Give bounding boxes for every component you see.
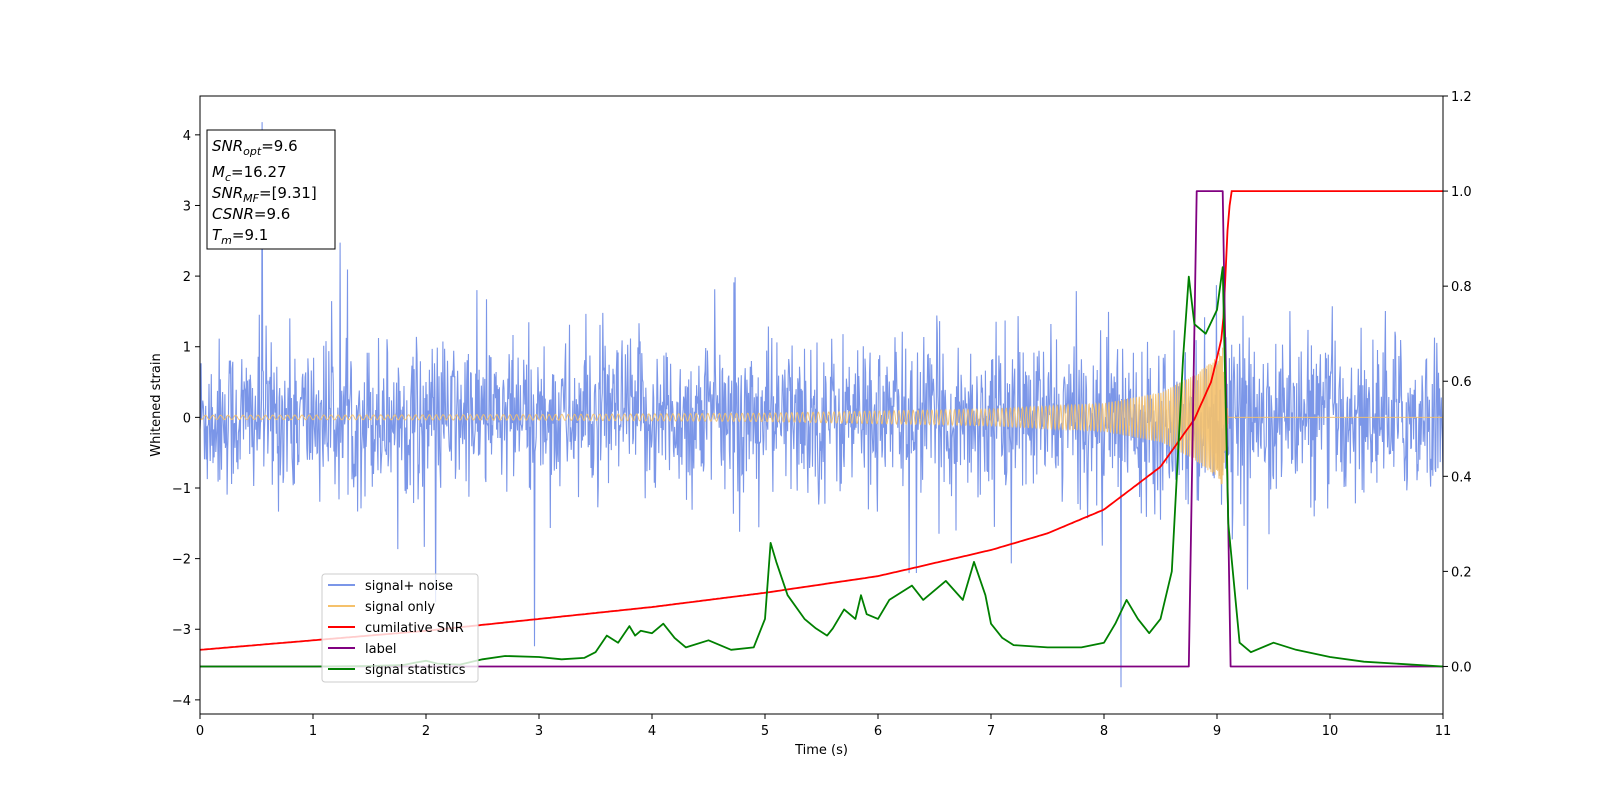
y-tick-label: 3 (183, 199, 191, 214)
info-box-frame (206, 129, 336, 250)
axis-ticks: 0 1 2 3 4 5 6 7 8 9 10 1143210−1−2−3−41.21.00.80.60… (172, 90, 1472, 739)
y2-tick-label: 0.2 (1451, 565, 1472, 580)
y-tick-label: 0 (183, 411, 191, 426)
legend: signal+ noise signal only cumilative SNR la… (321, 573, 479, 683)
x-tick-label: 7 (987, 724, 995, 739)
legend-label: cumilative SNR (365, 621, 464, 636)
x-tick-label: 9 (1213, 724, 1221, 739)
series-signal-only-line (200, 347, 1443, 485)
x-tick-label: 8 (1100, 724, 1108, 739)
legend-label: label (365, 642, 396, 657)
x-tick-label: 3 (535, 724, 543, 739)
y-tick-label: −3 (172, 623, 191, 638)
series-label-line (200, 190, 1443, 668)
info-box-line: Mc=16.27 (212, 163, 287, 184)
info-box-line: CSNR=9.6 (212, 205, 290, 223)
y-tick-label: −4 (172, 694, 191, 709)
y-tick-label: 2 (183, 270, 191, 285)
x-tick-label: 1 (309, 724, 317, 739)
x-tick-label: 11 (1435, 724, 1452, 739)
x-tick-label: 10 (1322, 724, 1339, 739)
y-tick-label: 1 (183, 341, 191, 356)
x-tick-label: 2 (422, 724, 430, 739)
x-tick-label: 5 (761, 724, 769, 739)
info-box-line: SNRopt=9.6 (212, 137, 298, 158)
series-signal-statistics-line (200, 266, 1443, 668)
x-axis-label: Time (s) (794, 743, 848, 758)
x-tick-label: 6 (874, 724, 882, 739)
y-tick-label: −1 (172, 482, 191, 497)
legend-label: signal only (365, 600, 435, 615)
x-tick-label: 4 (648, 724, 656, 739)
y2-tick-label: 0.4 (1451, 470, 1472, 485)
legend-label: signal+ noise (365, 579, 453, 594)
y-axis-label: Whitened strain (149, 353, 164, 456)
y-tick-label: 4 (183, 129, 191, 144)
legend-frame (321, 573, 479, 683)
x-tick-label: 0 (196, 724, 204, 739)
info-box-line: SNRMF=[9.31] (212, 184, 317, 205)
axes-frame (199, 95, 1444, 715)
y2-tick-label: 1.2 (1451, 90, 1472, 105)
legend-label: signal statistics (365, 663, 466, 678)
y2-tick-label: 0.6 (1451, 375, 1472, 390)
y2-tick-label: 0.0 (1451, 660, 1472, 675)
y2-tick-label: 1.0 (1451, 185, 1472, 200)
info-box-line: Tm=9.1 (212, 226, 268, 247)
y2-tick-label: 0.8 (1451, 280, 1472, 295)
y-tick-label: −2 (172, 553, 191, 568)
